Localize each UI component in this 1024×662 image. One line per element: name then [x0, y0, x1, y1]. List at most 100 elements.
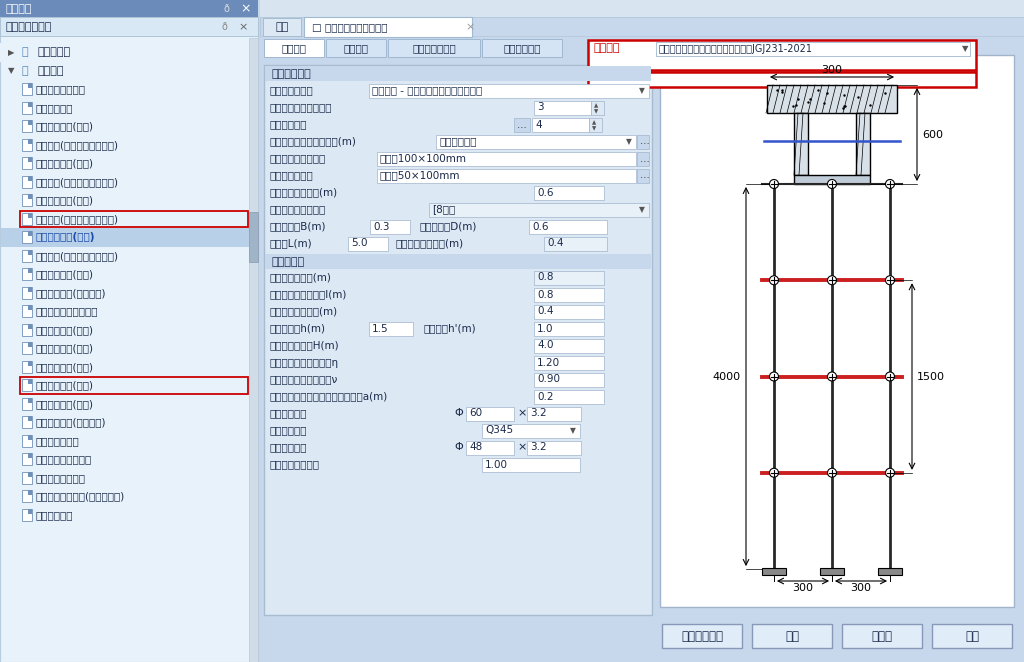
Text: 梁两侧立杆间距(m): 梁两侧立杆间距(m)	[269, 273, 331, 283]
Text: ×: ×	[238, 22, 248, 32]
Text: 1.20: 1.20	[537, 357, 560, 367]
Bar	[22, 102, 32, 114]
Text: 立杆钢管外径: 立杆钢管外径	[269, 408, 306, 418]
Text: ð: ð	[224, 4, 229, 14]
Text: 梁底增加承重立杆根数: 梁底增加承重立杆根数	[269, 103, 332, 113]
Bar	[436, 134, 636, 148]
Text: ×: ×	[517, 442, 526, 453]
Bar	[22, 361, 32, 373]
Bar	[842, 624, 922, 648]
Bar	[264, 39, 324, 57]
Text: 架体参数: 架体参数	[282, 43, 306, 53]
Bar	[28, 472, 32, 477]
Text: 木方：50×100mm: 木方：50×100mm	[380, 171, 461, 181]
Text: 大断面柱模板计算: 大断面柱模板计算	[36, 473, 86, 483]
Bar	[514, 117, 530, 132]
Bar	[429, 203, 649, 216]
Text: 梁底模架(盘扣梁板立杆共用): 梁底模架(盘扣梁板立杆共用)	[36, 251, 119, 261]
Text: 楼板模板支架(碗扣): 楼板模板支架(碗扣)	[36, 361, 94, 372]
Bar	[591, 101, 604, 115]
Text: 0.4: 0.4	[537, 307, 554, 316]
Bar	[28, 398, 32, 402]
Bar	[820, 568, 844, 575]
Text: 楼板模板支架(轮扣): 楼板模板支架(轮扣)	[36, 344, 94, 354]
Text: 地基和楼板参数: 地基和楼板参数	[412, 43, 456, 53]
Bar	[534, 185, 604, 199]
Text: 梁底模架(扣件梁板立杆共用): 梁底模架(扣件梁板立杆共用)	[36, 140, 119, 150]
Text: 脚手架工程: 脚手架工程	[38, 47, 71, 57]
Text: 荷载参数: 荷载参数	[343, 43, 369, 53]
Text: 梁底模架(轮扣梁板立杆共用): 梁底模架(轮扣梁板立杆共用)	[36, 177, 119, 187]
Bar	[534, 338, 604, 352]
Text: 立杆钢管材质: 立杆钢管材质	[269, 426, 306, 436]
Bar	[752, 624, 831, 648]
Bar	[22, 416, 32, 428]
Text: 模板工程: 模板工程	[38, 66, 65, 75]
Text: 立杆计算长度修正系数η: 立杆计算长度修正系数η	[269, 357, 338, 367]
Text: Φ: Φ	[454, 442, 463, 453]
Bar	[637, 134, 649, 148]
Bar	[28, 509, 32, 514]
Bar	[466, 440, 514, 455]
Bar	[28, 435, 32, 440]
Circle shape	[769, 179, 778, 189]
Bar	[265, 66, 651, 81]
Text: 5.0: 5.0	[351, 238, 368, 248]
Text: 0.2: 0.2	[537, 391, 554, 401]
Text: 3.2: 3.2	[530, 442, 547, 453]
Bar	[22, 342, 32, 354]
Text: 4000: 4000	[713, 371, 741, 381]
Bar	[22, 379, 32, 391]
Text: 1.00: 1.00	[485, 459, 508, 469]
Bar	[28, 379, 32, 384]
Bar	[28, 361, 32, 365]
Bar	[28, 102, 32, 107]
Text: ▼: ▼	[626, 137, 632, 146]
Text: 承插型盘扣式钢管支架安全技术规程JGJ231-2021: 承插型盘扣式钢管支架安全技术规程JGJ231-2021	[659, 44, 813, 54]
Bar	[260, 36, 1024, 662]
Bar	[22, 435, 32, 447]
Bar	[534, 271, 604, 285]
Bar	[369, 83, 649, 97]
Bar	[22, 398, 32, 410]
Bar	[377, 152, 636, 166]
Bar	[28, 158, 32, 162]
Bar	[22, 324, 32, 336]
Text: 箱型梁底模板支架计算: 箱型梁底模板支架计算	[36, 307, 98, 316]
Circle shape	[886, 372, 895, 381]
Bar	[249, 212, 258, 262]
Text: 次龙骨材料选择: 次龙骨材料选择	[269, 171, 312, 181]
Bar	[264, 65, 652, 615]
Text: 3.2: 3.2	[530, 408, 547, 418]
Text: 楼板模板支架(门式): 楼板模板支架(门式)	[36, 399, 94, 408]
Bar	[534, 305, 604, 318]
Text: ▶: ▶	[8, 48, 14, 57]
Text: 📁: 📁	[22, 47, 29, 57]
Bar	[28, 324, 32, 329]
Text: 300: 300	[821, 65, 843, 75]
Bar	[482, 39, 562, 57]
Bar	[534, 101, 591, 115]
Text: 梁截面高度D(m): 梁截面高度D(m)	[419, 222, 476, 232]
Text: 0.3: 0.3	[373, 222, 389, 232]
Text: …: …	[517, 120, 526, 130]
Text: 架体顶层步距修正系数ν: 架体顶层步距修正系数ν	[269, 375, 337, 385]
Text: ▼: ▼	[592, 126, 596, 131]
Text: 楼板模板支架(盘扣): 楼板模板支架(盘扣)	[36, 380, 94, 391]
Text: 工程管理: 工程管理	[6, 4, 33, 14]
Bar	[637, 152, 649, 166]
Text: 大断面柱模板计算(无对拉螺栓): 大断面柱模板计算(无对拉螺栓)	[36, 491, 125, 501]
Bar	[767, 85, 897, 113]
Bar	[348, 236, 388, 250]
Text: 顶托内托梁材料选择: 顶托内托梁材料选择	[269, 154, 326, 164]
Bar	[0, 17, 258, 36]
Bar	[534, 355, 604, 369]
Bar	[28, 453, 32, 458]
Text: Q345: Q345	[485, 426, 513, 436]
Text: 横杆钢管外径: 横杆钢管外径	[269, 442, 306, 453]
Bar	[22, 158, 32, 169]
Text: 试算: 试算	[785, 630, 799, 643]
Bar	[534, 373, 604, 387]
Bar	[22, 509, 32, 521]
Bar	[20, 211, 248, 227]
